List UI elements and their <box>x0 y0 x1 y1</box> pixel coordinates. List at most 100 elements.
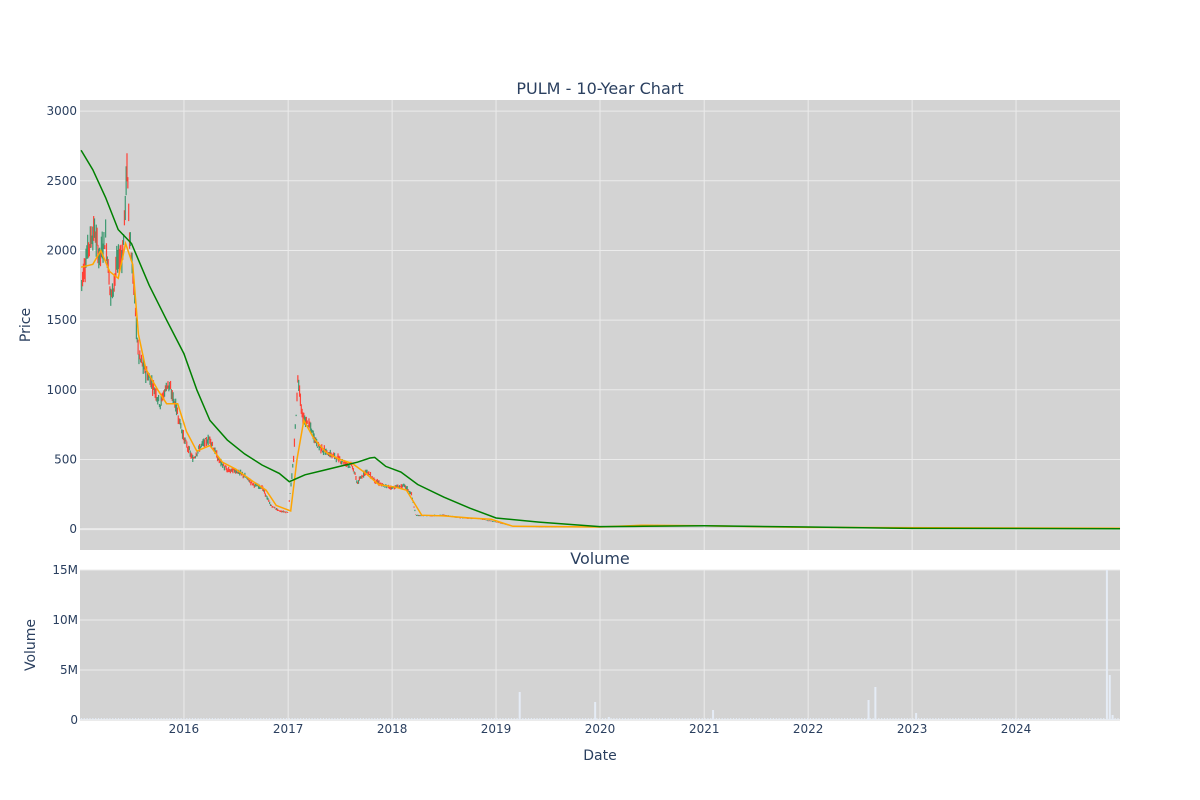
volume-bar <box>949 718 951 720</box>
volume-bar <box>838 718 840 720</box>
price-y-tick-label: 3000 <box>46 104 77 118</box>
volume-bar <box>305 718 307 720</box>
volume-bar <box>872 718 874 720</box>
volume-bar <box>898 718 900 720</box>
volume-bar <box>607 718 609 720</box>
volume-bar <box>345 718 347 720</box>
volume-bar <box>824 718 826 720</box>
volume-bar <box>342 718 345 720</box>
volume-bar <box>630 718 632 720</box>
volume-bar <box>963 718 965 720</box>
volume-bar <box>735 718 738 720</box>
volume-bar <box>462 718 464 720</box>
volume-bar <box>109 718 111 720</box>
volume-bar <box>83 718 85 720</box>
volume-bar <box>738 718 740 720</box>
volume-bar <box>704 718 706 720</box>
volume-bar <box>1009 718 1011 720</box>
volume-bar <box>844 718 846 720</box>
volume-bar <box>619 718 621 720</box>
volume-bar <box>744 718 746 720</box>
volume-bar <box>106 718 108 720</box>
volume-bar <box>875 718 877 720</box>
volume-bar <box>584 718 587 720</box>
volume-bar <box>1117 718 1119 720</box>
volume-bar <box>772 718 775 720</box>
volume-bar <box>926 718 928 720</box>
volume-bar <box>431 718 433 720</box>
volume-bar <box>1105 570 1108 720</box>
volume-bar <box>874 687 877 720</box>
volume-bar <box>488 718 490 720</box>
volume-bar <box>681 718 683 720</box>
volume-bar <box>280 718 282 720</box>
volume-bar <box>795 718 797 720</box>
volume-bar <box>405 718 407 720</box>
volume-bar <box>593 718 595 720</box>
volume-bar <box>137 718 139 720</box>
volume-bar <box>285 718 288 720</box>
volume-bar <box>1003 718 1005 720</box>
volume-bar <box>288 718 290 720</box>
price-y-axis-title: Price <box>18 308 34 342</box>
volume-bar <box>590 718 592 720</box>
volume-bar <box>900 718 903 720</box>
volume-bar <box>120 718 122 720</box>
volume-bar <box>103 718 105 720</box>
volume-bar <box>960 718 962 720</box>
volume-bar <box>644 718 646 720</box>
volume-bar <box>1037 718 1039 720</box>
volume-bar <box>479 718 481 720</box>
volume-bar <box>351 718 353 720</box>
volume-bar <box>86 718 88 720</box>
volume-bar <box>530 718 532 720</box>
volume-bar <box>180 718 182 720</box>
volume-bar <box>542 718 544 720</box>
volume-bar <box>778 718 780 720</box>
volume-bar <box>206 718 208 720</box>
volume-bar <box>320 718 322 720</box>
volume-bar <box>1006 718 1008 720</box>
volume-bar <box>616 718 618 720</box>
volume-bar <box>203 718 205 720</box>
volume-bar <box>374 718 376 720</box>
volume-bar <box>518 692 521 720</box>
x-tick-label: 2024 <box>1001 722 1032 736</box>
volume-bar <box>194 718 196 720</box>
volume-bar <box>228 718 231 720</box>
price-y-tick-label: 2000 <box>46 243 77 257</box>
volume-bar <box>647 718 649 720</box>
volume-bar <box>747 718 749 720</box>
volume-bar <box>1000 718 1002 720</box>
volume-bar <box>892 718 894 720</box>
volume-bar <box>362 718 364 720</box>
volume-bar <box>787 718 789 720</box>
volume-bar <box>1097 718 1099 720</box>
volume-bar <box>977 718 980 720</box>
volume-bar <box>633 718 635 720</box>
volume-bar <box>980 718 982 720</box>
volume-bar <box>513 718 515 720</box>
volume-bar <box>989 718 991 720</box>
volume-bar <box>895 718 897 720</box>
volume-bar <box>408 718 410 720</box>
volume-bar <box>157 718 159 720</box>
volume-bar <box>470 718 473 720</box>
volume-bar <box>208 718 211 720</box>
volume-bar <box>254 718 256 720</box>
volume-bar <box>211 718 214 720</box>
volume-y-axis-title: Volume <box>23 619 39 671</box>
volume-bar <box>715 718 718 720</box>
volume-bar <box>448 718 450 720</box>
volume-bar <box>721 718 723 720</box>
volume-bar <box>80 718 83 720</box>
volume-bar <box>741 718 743 720</box>
volume-bar <box>658 718 661 720</box>
volume-bar <box>935 718 937 720</box>
volume-bar <box>129 718 131 720</box>
long-moving-average-line <box>80 149 1121 530</box>
volume-bar <box>732 718 735 720</box>
volume-bar <box>174 718 176 720</box>
volume-bar <box>1060 718 1062 720</box>
volume-bar <box>841 718 843 720</box>
